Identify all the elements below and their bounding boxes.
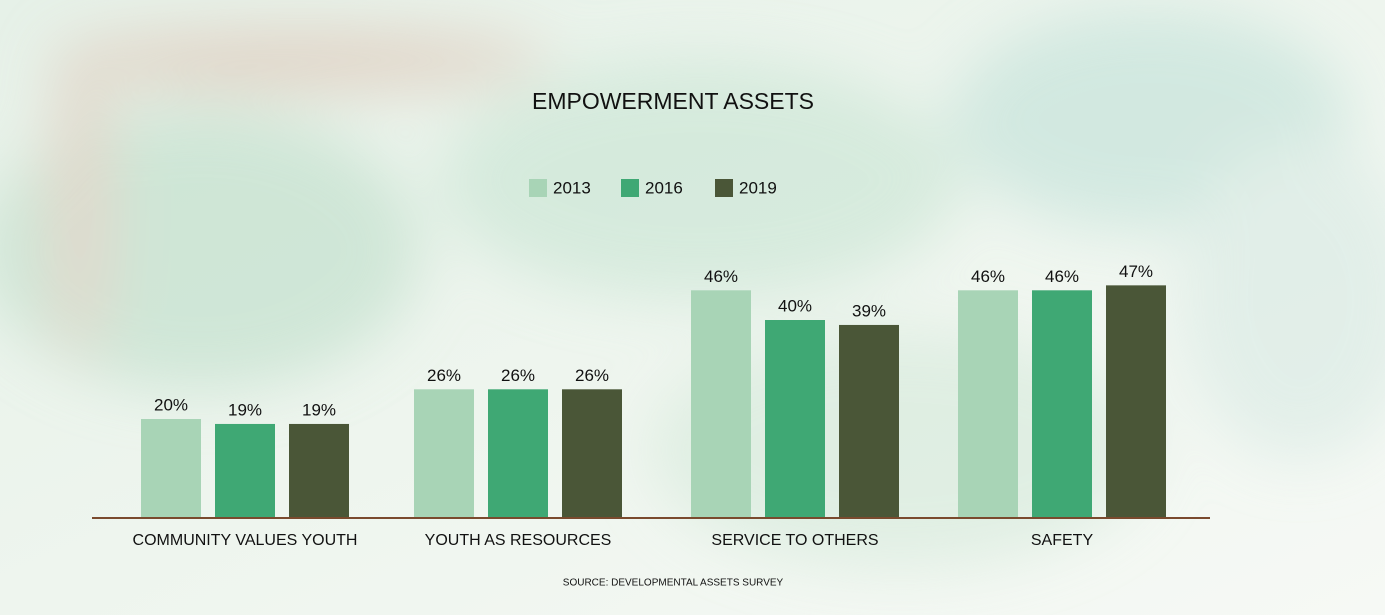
legend-swatch	[715, 179, 733, 197]
value-label: 26%	[575, 366, 609, 385]
bar	[414, 389, 474, 518]
x-tick-label: YOUTH AS RESOURCES	[425, 532, 612, 549]
legend-label: 2013	[553, 178, 591, 197]
chart: EMPOWERMENT ASSETS SOURCE: DEVELOPMENTAL…	[0, 0, 1385, 615]
value-label: 39%	[852, 301, 886, 320]
value-label: 46%	[1045, 267, 1079, 286]
bar	[289, 424, 349, 518]
value-label: 20%	[154, 395, 188, 414]
bar	[1032, 290, 1092, 518]
x-tick-label: SAFETY	[1031, 532, 1094, 549]
x-tick-label: SERVICE TO OTHERS	[711, 532, 878, 549]
bar	[215, 424, 275, 518]
bar	[1106, 285, 1166, 518]
source-note: SOURCE: DEVELOPMENTAL ASSETS SURVEY	[563, 578, 784, 589]
value-label: 19%	[302, 400, 336, 419]
bar	[141, 419, 201, 518]
legend-label: 2016	[645, 178, 683, 197]
value-label: 19%	[228, 400, 262, 419]
legend-swatch	[529, 179, 547, 197]
value-label: 26%	[427, 366, 461, 385]
value-label: 47%	[1119, 262, 1153, 281]
bar	[562, 389, 622, 518]
x-tick-label: COMMUNITY VALUES YOUTH	[133, 532, 358, 549]
value-label: 46%	[704, 267, 738, 286]
chart-title: EMPOWERMENT ASSETS	[532, 88, 814, 114]
bar	[691, 290, 751, 518]
legend-swatch	[621, 179, 639, 197]
bar	[958, 290, 1018, 518]
value-label: 26%	[501, 366, 535, 385]
value-label: 40%	[778, 296, 812, 315]
value-label: 46%	[971, 267, 1005, 286]
legend-label: 2019	[739, 178, 777, 197]
bar	[839, 325, 899, 518]
bar	[765, 320, 825, 518]
bar	[488, 389, 548, 518]
